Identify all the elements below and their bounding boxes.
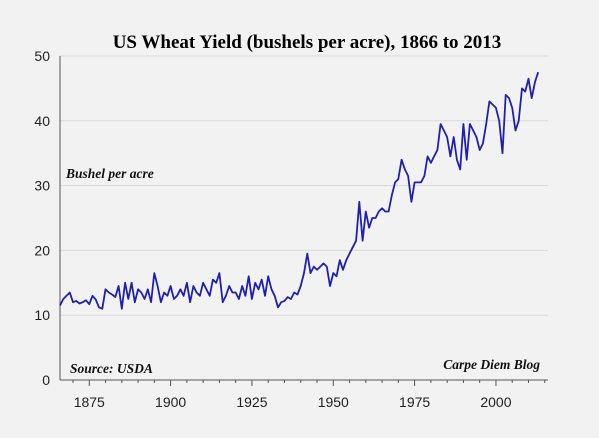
y-tick-label: 20 bbox=[34, 242, 50, 258]
x-tick-label: 1925 bbox=[236, 394, 267, 410]
x-tick-label: 2000 bbox=[480, 394, 511, 410]
y-tick-label: 40 bbox=[34, 113, 50, 129]
source-note: Source: USDA bbox=[70, 361, 153, 376]
y-tick-label: 50 bbox=[34, 48, 50, 64]
y-tick-label: 0 bbox=[42, 372, 50, 388]
y-tick-label: 10 bbox=[34, 307, 50, 323]
x-tick-label: 1975 bbox=[399, 394, 430, 410]
y-axis-label: Bushel per acre bbox=[65, 166, 154, 181]
grid-lines bbox=[60, 55, 548, 316]
x-tick-label: 1900 bbox=[155, 394, 186, 410]
tick-labels: 0 10 20 30 40 50 1875 1900 1925 1950 1975 2000 bbox=[34, 48, 511, 410]
y-tick-label: 30 bbox=[34, 178, 50, 194]
axes bbox=[59, 56, 548, 386]
series-line-wheat-yield bbox=[59, 71, 540, 310]
chart-title: US Wheat Yield (bushels per acre), 1866 … bbox=[113, 32, 502, 53]
x-tick-label: 1875 bbox=[74, 394, 105, 410]
credit-note: Carpe Diem Blog bbox=[443, 357, 540, 372]
x-tick-label: 1950 bbox=[318, 394, 349, 410]
